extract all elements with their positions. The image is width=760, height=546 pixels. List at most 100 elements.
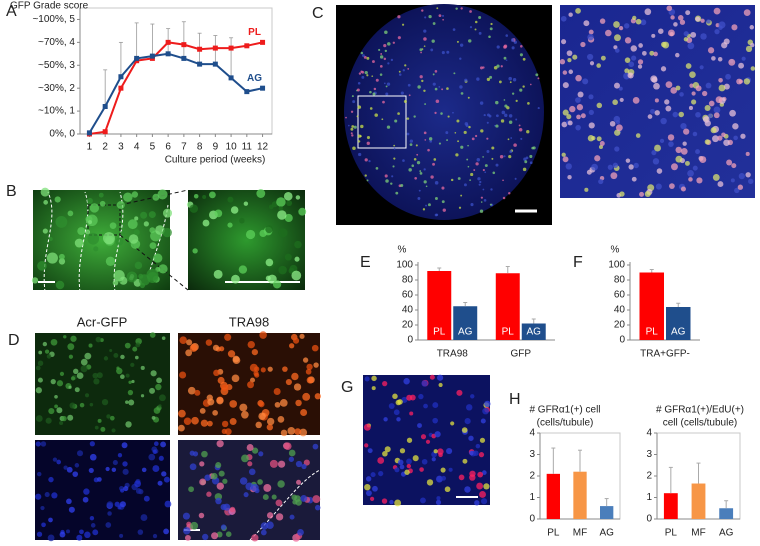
cell [63, 335, 67, 339]
cell [265, 225, 273, 234]
cell [293, 337, 300, 344]
cell [65, 529, 70, 534]
cell [664, 99, 670, 105]
cell [480, 196, 483, 199]
cell [187, 386, 196, 395]
cell [453, 72, 456, 75]
cell [520, 137, 523, 140]
cell [149, 227, 156, 234]
cell [430, 48, 434, 52]
cell [297, 528, 304, 536]
cell [665, 81, 673, 89]
cell [609, 120, 616, 127]
cell [423, 180, 427, 184]
cell [366, 74, 369, 77]
cell [637, 64, 643, 69]
cell [499, 155, 504, 159]
cell [266, 417, 275, 426]
x-tick-label: 10 [226, 142, 238, 153]
cell [399, 464, 405, 470]
cell [384, 30, 388, 35]
cell [640, 19, 647, 26]
panel-letter: A [6, 3, 17, 20]
cell [607, 164, 613, 170]
chart-title: GFP Grade score [10, 1, 89, 12]
cell [486, 150, 490, 153]
cell [241, 410, 249, 419]
cell [682, 141, 687, 146]
cell [440, 112, 443, 115]
cell [446, 139, 448, 142]
cell [506, 106, 510, 110]
bar [639, 272, 664, 340]
cell [430, 175, 434, 179]
cell [529, 154, 533, 159]
cell [474, 20, 478, 24]
cell [700, 33, 707, 40]
cell [406, 394, 413, 401]
cell [202, 219, 210, 227]
cell [478, 452, 485, 458]
cell [107, 511, 112, 516]
cell [189, 204, 199, 213]
cell [239, 217, 245, 224]
cell [92, 529, 99, 536]
cell [74, 238, 84, 248]
cell [45, 417, 52, 424]
cell [568, 69, 574, 75]
cell [278, 206, 283, 211]
cell [382, 380, 388, 387]
cell [393, 144, 396, 147]
cell [419, 75, 423, 79]
cell [201, 450, 208, 458]
cell [351, 134, 354, 137]
point [134, 55, 140, 61]
cell [379, 64, 383, 68]
cell [157, 480, 163, 486]
cell [360, 51, 364, 55]
cell [257, 479, 263, 485]
cell [688, 177, 693, 182]
cell [588, 94, 594, 100]
cell [417, 423, 422, 428]
cell [396, 417, 401, 422]
cell [411, 164, 415, 167]
cell [471, 137, 475, 141]
cell [431, 457, 436, 462]
cell [186, 339, 193, 346]
cell [537, 77, 540, 80]
cell [186, 521, 192, 527]
cell [721, 132, 726, 137]
cell [561, 39, 567, 45]
cell [412, 455, 419, 462]
cell [587, 135, 595, 142]
cell [466, 404, 473, 411]
cell [435, 99, 440, 104]
zoom-box [357, 95, 407, 149]
cell [369, 107, 373, 110]
cell [424, 103, 427, 105]
cell [382, 450, 388, 457]
cell [464, 418, 471, 425]
cell [423, 131, 427, 135]
cell [115, 237, 124, 246]
cell [149, 387, 155, 394]
cell [469, 470, 476, 477]
cell [272, 280, 282, 289]
cell [89, 453, 97, 461]
point [165, 39, 171, 45]
cell [371, 375, 377, 382]
cell [216, 396, 224, 405]
cell [153, 253, 163, 263]
cell [87, 197, 93, 204]
cell [712, 135, 719, 143]
cell [40, 441, 47, 447]
x-tick-label: 6 [165, 142, 171, 153]
y-tick-label: 4 [646, 428, 652, 439]
cell [631, 176, 637, 182]
point [149, 53, 155, 59]
cell [495, 114, 499, 118]
cell [350, 127, 354, 131]
cell [511, 46, 515, 50]
cell [418, 189, 421, 192]
